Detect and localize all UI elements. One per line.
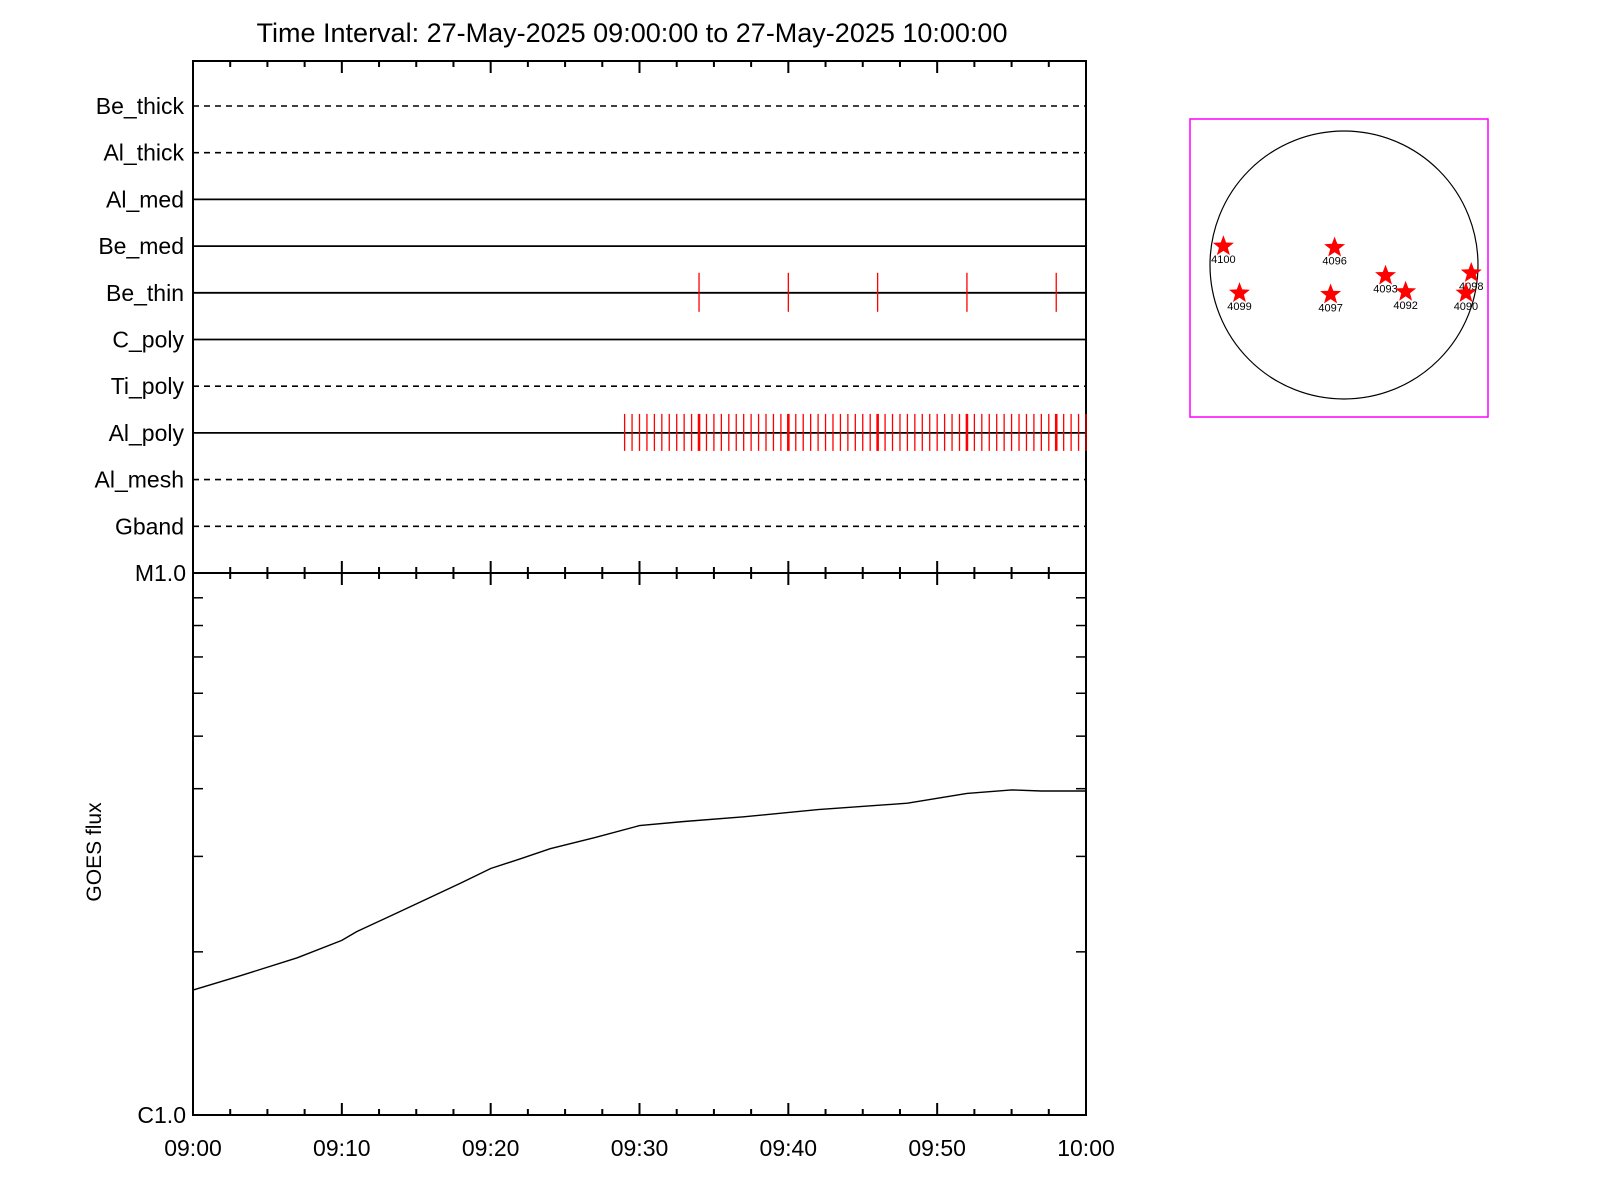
channel-label-ti_poly: Ti_poly bbox=[111, 373, 185, 399]
disk-frame bbox=[1189, 118, 1489, 418]
active-region-marker bbox=[1460, 262, 1482, 282]
active-region-label: 4096 bbox=[1322, 256, 1346, 268]
chart-title: Time Interval: 27-May-2025 09:00:00 to 2… bbox=[257, 18, 1008, 48]
active-region-label: 4090 bbox=[1454, 301, 1478, 313]
active-region-label: 4100 bbox=[1211, 254, 1235, 266]
channel-label-al_med: Al_med bbox=[106, 186, 184, 212]
channel-label-c_poly: C_poly bbox=[112, 327, 184, 353]
active-region-label: 4093 bbox=[1373, 284, 1397, 296]
y-axis-label: GOES flux bbox=[83, 802, 106, 902]
goes-flux-line bbox=[192, 789, 1086, 991]
active-region-marker bbox=[1324, 236, 1346, 257]
y-tick-label: M1.0 bbox=[135, 560, 186, 586]
x-tick-label: 09:40 bbox=[760, 1135, 818, 1161]
channel-label-al_poly: Al_poly bbox=[109, 420, 185, 446]
channel-timeline-panel: Be_thick Al_thick Al_med Be_med Be_thin C_pol… bbox=[95, 60, 1087, 574]
x-tick-label: 09:00 bbox=[164, 1135, 222, 1161]
channel-label-al_mesh: Al_mesh bbox=[95, 467, 184, 493]
channel-label-al_thick: Al_thick bbox=[103, 140, 184, 166]
y-tick-label: C1.0 bbox=[137, 1102, 186, 1128]
active-region-marker bbox=[1395, 280, 1417, 301]
active-region-marker bbox=[1212, 235, 1234, 256]
channel-label-be_med: Be_med bbox=[98, 233, 184, 259]
x-tick-label: 09:30 bbox=[611, 1135, 669, 1161]
active-region-label: 4097 bbox=[1318, 302, 1342, 314]
active-region-label: 4092 bbox=[1393, 300, 1417, 312]
active-region-label: 4099 bbox=[1227, 301, 1251, 313]
x-tick-label: 10:00 bbox=[1057, 1135, 1115, 1161]
active-region-marker bbox=[1375, 264, 1396, 285]
solar-disk bbox=[1209, 130, 1479, 400]
x-tick-label: 09:10 bbox=[313, 1135, 371, 1161]
channel-label-gband: Gband bbox=[115, 513, 184, 539]
x-tick-label: 09:20 bbox=[462, 1135, 520, 1161]
channel-label-be_thin: Be_thin bbox=[106, 280, 184, 306]
goes-flux-panel: GOES flux 09:00 09:10 09:20 09:30 09:40 09:50… bbox=[83, 560, 1115, 1161]
flux-frame bbox=[192, 572, 1087, 1116]
channel-label-be_thick: Be_thick bbox=[96, 93, 185, 119]
active-region-marker bbox=[1455, 282, 1477, 302]
timeline-frame bbox=[192, 60, 1087, 574]
active-region-marker bbox=[1320, 283, 1342, 304]
active-region-marker bbox=[1229, 282, 1250, 302]
x-tick-label: 09:50 bbox=[908, 1135, 966, 1161]
